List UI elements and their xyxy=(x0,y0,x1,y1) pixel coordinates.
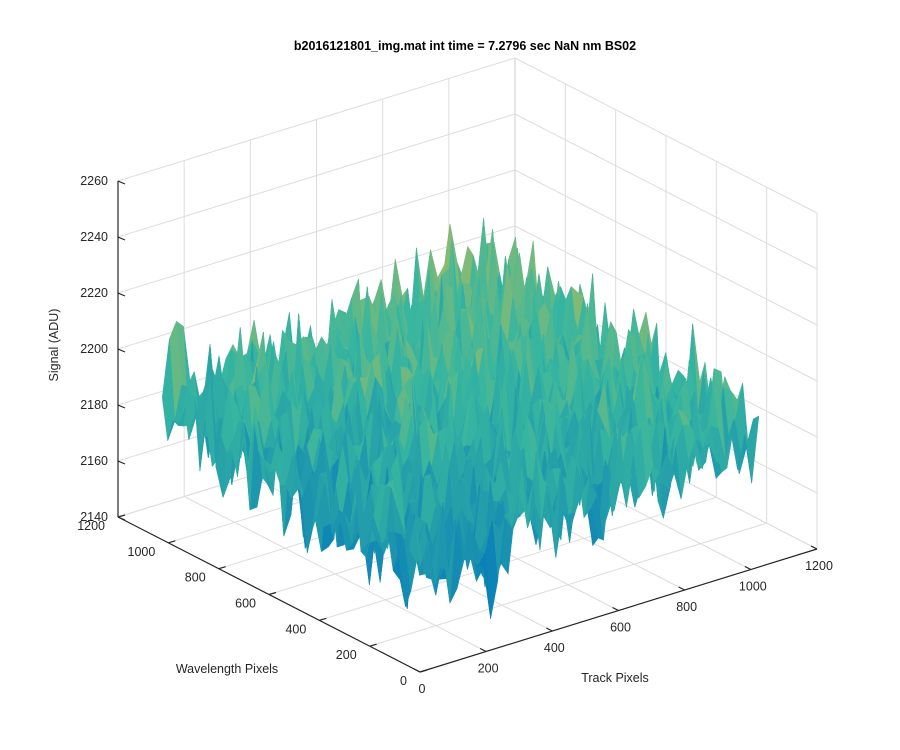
x-axis-label: Track Pixels xyxy=(581,671,649,685)
y-tick-label-3: 600 xyxy=(235,597,256,611)
y-tick-label-6: 1200 xyxy=(77,519,105,533)
z-tick-4 xyxy=(117,292,126,297)
ticks-layer: 0 200 400 600 800 1000 1200 0 200 400 600 800 1000 12… xyxy=(77,174,833,696)
surface-layer xyxy=(161,218,760,619)
z-tick-label-1: 2160 xyxy=(80,454,108,468)
x-tick-label-5: 1000 xyxy=(739,580,767,594)
y-tick-label-4: 800 xyxy=(185,571,206,585)
x-tick-label-0: 0 xyxy=(419,682,426,696)
z-tick-label-3: 2200 xyxy=(80,342,108,356)
z-axis-label: Signal (ADU) xyxy=(47,309,61,382)
surface-patch xyxy=(414,519,428,567)
x-tick-label-4: 800 xyxy=(676,600,697,614)
y-tick-6 xyxy=(117,514,126,518)
y-tick-label-2: 400 xyxy=(285,622,306,636)
x-tick-label-2: 400 xyxy=(544,641,565,655)
chart-title: b2016121801_img.mat int time = 7.2796 se… xyxy=(294,39,636,53)
y-tick-label-5: 1000 xyxy=(128,545,156,559)
x-tick-label-6: 1200 xyxy=(805,559,833,573)
y-tick-3 xyxy=(268,591,277,596)
x-tick-1 xyxy=(479,647,487,653)
z-tick-3 xyxy=(117,348,126,353)
z-tick-label-2: 2180 xyxy=(80,398,108,412)
y-tick-0 xyxy=(419,669,428,673)
y-tick-label-1: 200 xyxy=(336,648,357,662)
z-tick-6 xyxy=(117,180,126,185)
y-tick-5 xyxy=(168,540,176,544)
x-tick-5 xyxy=(744,565,752,571)
z-tick-label-0: 2140 xyxy=(80,510,108,524)
grid-line-floor-y-1 xyxy=(369,522,767,647)
y-tick-label-0: 0 xyxy=(400,674,407,688)
z-tick-1 xyxy=(117,460,126,465)
y-tick-2 xyxy=(319,617,327,621)
y-tick-1 xyxy=(369,643,377,647)
z-tick-2 xyxy=(117,404,126,409)
x-tick-0 xyxy=(413,668,421,673)
z-tick-5 xyxy=(117,236,126,241)
z-tick-label-5: 2240 xyxy=(80,230,108,244)
grid-line-floor-y-2 xyxy=(319,496,717,621)
y-axis-label: Wavelength Pixels xyxy=(176,662,278,676)
z-tick-0 xyxy=(117,516,126,521)
z-tick-label-4: 2220 xyxy=(80,286,108,300)
x-tick-label-1: 200 xyxy=(478,662,499,676)
x-tick-4 xyxy=(678,586,685,591)
z-tick-label-6: 2260 xyxy=(80,174,108,188)
x-tick-6 xyxy=(810,545,818,550)
x-tick-2 xyxy=(546,627,553,632)
y-tick-4 xyxy=(218,566,226,570)
x-tick-label-3: 600 xyxy=(610,621,631,635)
x-tick-3 xyxy=(612,606,619,612)
